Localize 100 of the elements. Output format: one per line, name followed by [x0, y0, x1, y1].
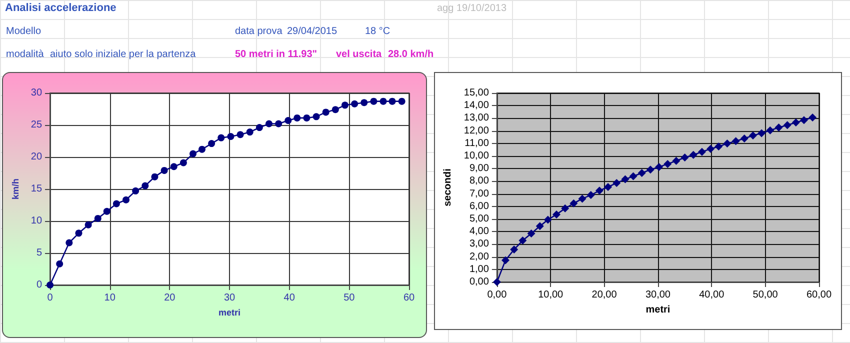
point: [246, 128, 254, 136]
point: [578, 194, 586, 203]
text: aiuto solo iniziale per la partenza: [50, 49, 196, 60]
x-tick-label: 0,00: [487, 290, 508, 300]
point: [103, 208, 110, 215]
y-tick-label: 25: [30, 120, 42, 130]
x-axis-title: metri: [218, 307, 241, 318]
point: [612, 178, 621, 187]
point: [303, 114, 310, 122]
point: [94, 214, 102, 222]
y-tick-label: 14,00: [464, 100, 490, 112]
x-tick-label: 40: [284, 292, 296, 304]
text: 29/04/2015: [287, 26, 338, 37]
point: [388, 98, 396, 105]
y-tick-label: 0,00: [469, 276, 490, 288]
point: [748, 131, 757, 140]
point: [198, 146, 206, 153]
point: [629, 172, 638, 180]
point: [284, 117, 292, 124]
y-tick-label: 2,00: [469, 251, 490, 262]
point: [227, 133, 234, 140]
point: [190, 150, 197, 158]
x-tick-label: 0: [47, 292, 54, 304]
point: [689, 150, 698, 159]
point: [266, 120, 272, 128]
y-tick-label: 5: [36, 248, 42, 258]
point: [398, 98, 406, 105]
text: vel uscita: [336, 49, 382, 60]
y-tick-label: 30: [30, 88, 42, 98]
point: [312, 113, 320, 120]
point: [160, 166, 168, 174]
point: [380, 98, 387, 105]
point: [638, 169, 646, 178]
text: Modello: [6, 26, 42, 37]
point: [236, 131, 244, 138]
x-tick-label: 20: [164, 292, 176, 304]
point: [586, 191, 595, 200]
y-tick-label: 6,00: [469, 200, 490, 212]
point: [536, 222, 544, 230]
point: [783, 121, 792, 130]
point: [766, 126, 774, 134]
point: [792, 118, 800, 126]
point: [84, 221, 92, 228]
x-tick-label: 20,00: [592, 290, 618, 300]
x-tick-label: 60: [403, 292, 415, 304]
point: [774, 124, 783, 132]
point: [672, 156, 680, 165]
x-tick-label: 30: [224, 292, 236, 304]
y-axis-title: secondi: [442, 168, 454, 206]
x-tick-label: 40,00: [699, 290, 725, 300]
point: [552, 210, 561, 218]
point: [604, 182, 612, 191]
text: data prova: [235, 26, 282, 37]
point: [510, 245, 518, 254]
point: [808, 113, 817, 122]
point: [544, 216, 552, 224]
point: [180, 159, 187, 166]
y-tick-label: 1,00: [469, 264, 490, 275]
point: [341, 102, 348, 109]
y-tick-label: 7,00: [469, 188, 490, 200]
point: [570, 199, 578, 208]
x-axis-title: metri: [646, 304, 670, 316]
point: [698, 148, 706, 156]
point: [332, 106, 339, 114]
x-tick-label: 60,00: [806, 290, 832, 300]
y-tick-label: 4,00: [469, 226, 490, 238]
point: [256, 124, 263, 132]
text: 50 metri in 11.93": [235, 49, 318, 60]
point: [122, 196, 130, 204]
point: [800, 116, 808, 124]
y-tick-label: 3,00: [469, 238, 490, 250]
y-axis-title: km/h: [10, 178, 20, 200]
point: [732, 137, 740, 146]
y-tick-label: 9,00: [469, 163, 490, 174]
y-tick-label: 15: [30, 184, 42, 194]
y-tick-label: 5,00: [469, 214, 490, 224]
y-tick-label: 10,00: [464, 150, 490, 162]
point: [151, 173, 158, 180]
point: [655, 162, 664, 171]
point: [112, 200, 120, 208]
point: [66, 239, 73, 246]
point: [351, 100, 358, 108]
point: [664, 160, 672, 168]
point: [518, 236, 527, 245]
point: [680, 154, 689, 162]
point: [595, 186, 604, 195]
point: [758, 129, 766, 138]
point: [360, 99, 368, 106]
y-tick-label: 20: [30, 152, 42, 162]
point: [527, 229, 536, 238]
point: [646, 166, 654, 174]
point: [714, 142, 723, 151]
text: modalità: [6, 49, 44, 60]
point: [170, 163, 178, 170]
y-tick-label: 13,00: [464, 112, 490, 124]
point: [740, 134, 748, 142]
point: [370, 98, 378, 105]
y-tick-label: 8,00: [469, 176, 490, 187]
point: [322, 108, 330, 116]
point: [75, 230, 82, 237]
